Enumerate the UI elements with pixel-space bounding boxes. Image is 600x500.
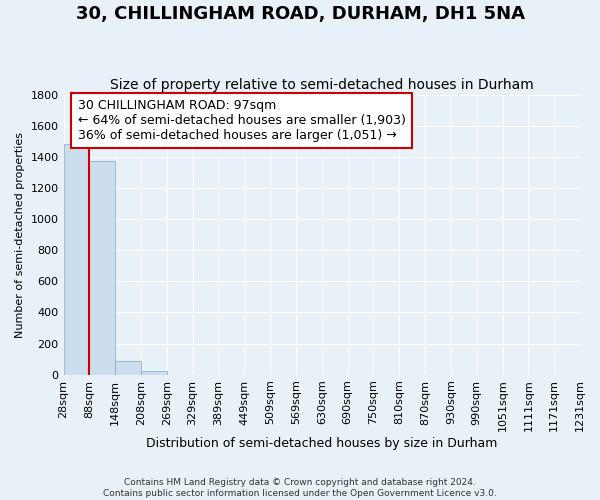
Bar [115, 360, 141, 374]
Text: 30, CHILLINGHAM ROAD, DURHAM, DH1 5NA: 30, CHILLINGHAM ROAD, DURHAM, DH1 5NA [76, 5, 524, 23]
X-axis label: Distribution of semi-detached houses by size in Durham: Distribution of semi-detached houses by … [146, 437, 497, 450]
Bar [141, 371, 167, 374]
Bar [64, 144, 89, 374]
Bar [89, 162, 115, 374]
Title: Size of property relative to semi-detached houses in Durham: Size of property relative to semi-detach… [110, 78, 533, 92]
Text: Contains HM Land Registry data © Crown copyright and database right 2024.
Contai: Contains HM Land Registry data © Crown c… [103, 478, 497, 498]
Text: 30 CHILLINGHAM ROAD: 97sqm
← 64% of semi-detached houses are smaller (1,903)
36%: 30 CHILLINGHAM ROAD: 97sqm ← 64% of semi… [78, 99, 406, 142]
Y-axis label: Number of semi-detached properties: Number of semi-detached properties [15, 132, 25, 338]
